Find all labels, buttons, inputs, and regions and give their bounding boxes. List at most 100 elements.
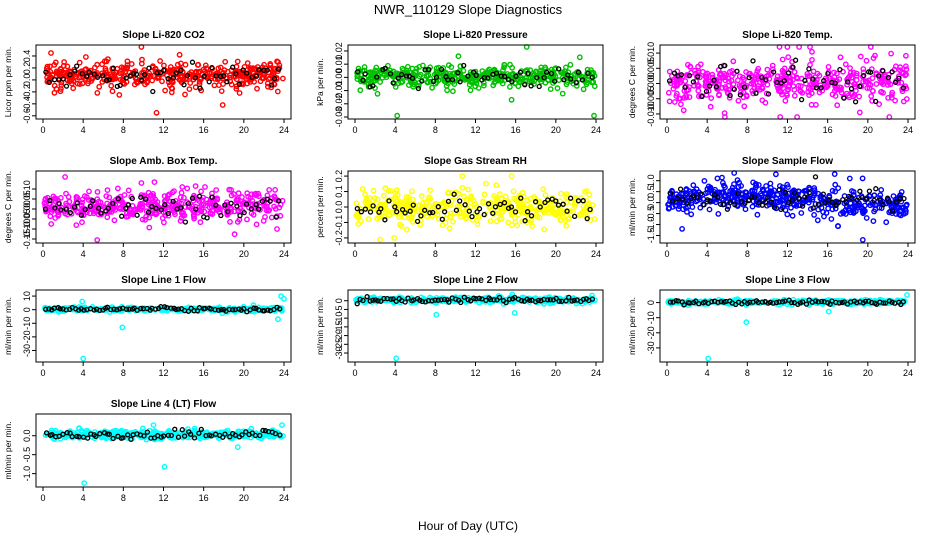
data-point [695, 83, 702, 90]
reference-point [867, 69, 874, 75]
outlier-point [48, 50, 54, 56]
reference-point [182, 219, 189, 225]
data-point [898, 79, 905, 86]
data-point [868, 93, 875, 100]
reference-point [150, 88, 156, 95]
reference-point [418, 213, 424, 219]
data-point [583, 81, 590, 88]
outlier-point [61, 59, 67, 65]
data-point [735, 97, 742, 104]
data-point [51, 82, 58, 89]
reference-point [209, 64, 215, 71]
x-tick-label: 12 [158, 125, 168, 135]
reference-point [832, 80, 838, 86]
data-point [111, 217, 118, 224]
data-point [393, 187, 400, 194]
reference-point [703, 88, 710, 95]
data-point [213, 187, 220, 193]
data-point [704, 70, 711, 77]
reference-point [273, 214, 279, 220]
data-point [689, 204, 696, 211]
data-point [159, 78, 165, 85]
y-tick-label: -0.2 [334, 230, 344, 246]
y-tick-label: 0.005 [646, 57, 656, 80]
x-tick-label: 16 [511, 368, 521, 378]
y-tick-label: -0.4 [22, 96, 32, 112]
reference-point [575, 198, 582, 204]
reference-point [192, 75, 199, 81]
panel-title: Slope Line 3 Flow [745, 275, 830, 286]
y-axis-label: ml/min per min. [315, 297, 325, 355]
y-tick-label: 0.010 [646, 42, 656, 65]
x-tick-label: 20 [239, 493, 249, 503]
data-point [174, 61, 181, 68]
x-tick-label: 0 [40, 493, 45, 503]
y-axis: -0.03-0.02-0.010.000.010.02 [334, 42, 348, 127]
data-point [151, 179, 158, 186]
data-point [752, 74, 758, 81]
data-point [143, 213, 150, 220]
data-point [844, 81, 850, 88]
reference-point [585, 70, 591, 77]
data-point [168, 85, 175, 91]
data-point [367, 69, 374, 76]
data-point [427, 75, 434, 82]
data-point [196, 78, 203, 85]
data-point [409, 65, 416, 72]
reference-point [367, 209, 374, 215]
y-tick-label: -20 [646, 326, 656, 339]
x-tick-label: 16 [199, 249, 209, 259]
y-tick-label: -0.005 [646, 86, 656, 112]
y-axis: -0.15-0.10-0.050.000.050.10 [22, 180, 36, 249]
data-point [65, 193, 72, 200]
outlier-point [394, 112, 401, 119]
data-point [196, 68, 203, 75]
reference-point [528, 213, 535, 219]
data-point [139, 425, 146, 432]
data-point [860, 69, 867, 76]
data-point [829, 206, 836, 213]
reference-point [737, 92, 744, 98]
reference-point [492, 204, 499, 210]
data-point [178, 72, 185, 79]
data-point [410, 196, 416, 203]
data-point [764, 66, 771, 73]
reference-point [852, 99, 859, 105]
data-point [380, 192, 387, 199]
reference-point [221, 73, 227, 79]
data-point [750, 179, 756, 186]
x-tick-label: 24 [279, 368, 289, 378]
data-point [674, 90, 680, 97]
panel-title: Slope Amb. Box Temp. [110, 156, 218, 167]
reference-point [707, 83, 713, 89]
reference-point [56, 200, 62, 207]
data-point [757, 79, 763, 86]
data-point [726, 78, 732, 85]
data-point [506, 84, 513, 90]
y-tick-label: 0.0 [22, 429, 32, 442]
reference-point [267, 198, 273, 204]
data-point [187, 80, 194, 86]
reference-point [485, 75, 491, 81]
y-tick-label: -10 [22, 317, 32, 330]
data-point [538, 67, 544, 74]
data-point [180, 209, 187, 216]
data-point [162, 87, 169, 94]
data-point [149, 77, 156, 84]
reference-point [390, 80, 396, 86]
reference-point [798, 96, 805, 103]
x-tick-label: 20 [239, 125, 249, 135]
data-point [227, 72, 234, 79]
reference-point [103, 77, 110, 83]
reference-point [866, 188, 873, 194]
data-point [266, 186, 273, 193]
reference-point [727, 92, 733, 99]
data-point [665, 201, 671, 208]
data-point [816, 89, 823, 96]
y-tick-label: -0.03 [334, 107, 344, 128]
x-tick-label: 8 [745, 368, 750, 378]
data-point [365, 216, 372, 223]
reference-point [512, 209, 519, 215]
reference-point [449, 77, 456, 83]
